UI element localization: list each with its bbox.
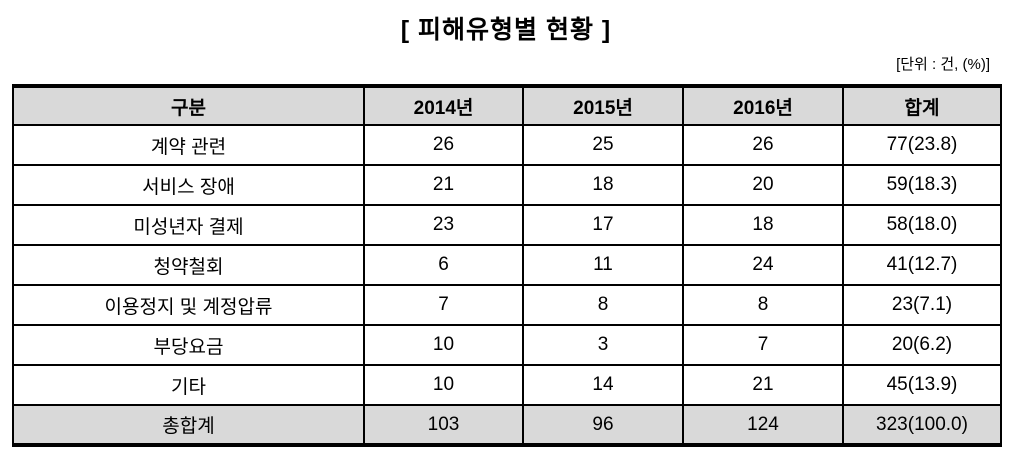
value-cell: 59(18.3) [842,164,1002,206]
total-label-cell: 총합계 [12,404,365,446]
row-label-cell: 미성년자 결제 [12,204,365,246]
value-cell: 17 [522,204,684,246]
value-cell: 25 [522,124,684,166]
header-cell-2014: 2014년 [363,85,524,126]
value-cell: 26 [682,124,844,166]
row-label-cell: 부당요금 [12,324,365,366]
value-cell: 24 [682,244,844,286]
value-cell: 45(13.9) [842,364,1002,406]
value-cell: 8 [522,284,684,326]
value-cell: 14 [522,364,684,406]
table-row: 기타 10 14 21 45(13.9) [12,364,1002,406]
value-cell: 26 [363,124,524,166]
header-row: 구분 2014년 2015년 2016년 합계 [12,85,1002,126]
table-row: 부당요금 10 3 7 20(6.2) [12,324,1002,366]
table-row: 이용정지 및 계정압류 7 8 8 23(7.1) [12,284,1002,326]
damage-type-table: 구분 2014년 2015년 2016년 합계 계약 관련 26 25 26 7… [12,84,1002,447]
header-cell-2016: 2016년 [682,85,844,126]
table-row: 미성년자 결제 23 17 18 58(18.0) [12,204,1002,246]
total-row: 총합계 103 96 124 323(100.0) [12,404,1002,446]
value-cell: 7 [682,324,844,366]
value-cell: 20(6.2) [842,324,1002,366]
value-cell: 18 [682,204,844,246]
value-cell: 58(18.0) [842,204,1002,246]
unit-label: [단위 : 건, (%)] [896,56,990,73]
value-cell: 23(7.1) [842,284,1002,326]
value-cell: 3 [522,324,684,366]
table-row: 서비스 장애 21 18 20 59(18.3) [12,164,1002,206]
value-cell: 20 [682,164,844,206]
value-cell: 10 [363,324,524,366]
table-row: 계약 관련 26 25 26 77(23.8) [12,124,1002,166]
row-label-cell: 기타 [12,364,365,406]
value-cell: 77(23.8) [842,124,1002,166]
value-cell: 41(12.7) [842,244,1002,286]
row-label-cell: 서비스 장애 [12,164,365,206]
header-cell-2015: 2015년 [522,85,684,126]
header-cell-category: 구분 [12,85,365,126]
table-row: 청약철회 6 11 24 41(12.7) [12,244,1002,286]
row-label-cell: 이용정지 및 계정압류 [12,284,365,326]
total-value-cell: 323(100.0) [842,404,1002,446]
page-title: [ 피해유형별 현황 ] [400,16,612,44]
row-label-cell: 계약 관련 [12,124,365,166]
value-cell: 21 [682,364,844,406]
value-cell: 18 [522,164,684,206]
value-cell: 10 [363,364,524,406]
header-cell-total: 합계 [842,85,1002,126]
value-cell: 8 [682,284,844,326]
total-value-cell: 96 [522,404,684,446]
value-cell: 21 [363,164,524,206]
row-label-cell: 청약철회 [12,244,365,286]
value-cell: 6 [363,244,524,286]
total-value-cell: 103 [363,404,524,446]
value-cell: 11 [522,244,684,286]
total-value-cell: 124 [682,404,844,446]
value-cell: 23 [363,204,524,246]
value-cell: 7 [363,284,524,326]
